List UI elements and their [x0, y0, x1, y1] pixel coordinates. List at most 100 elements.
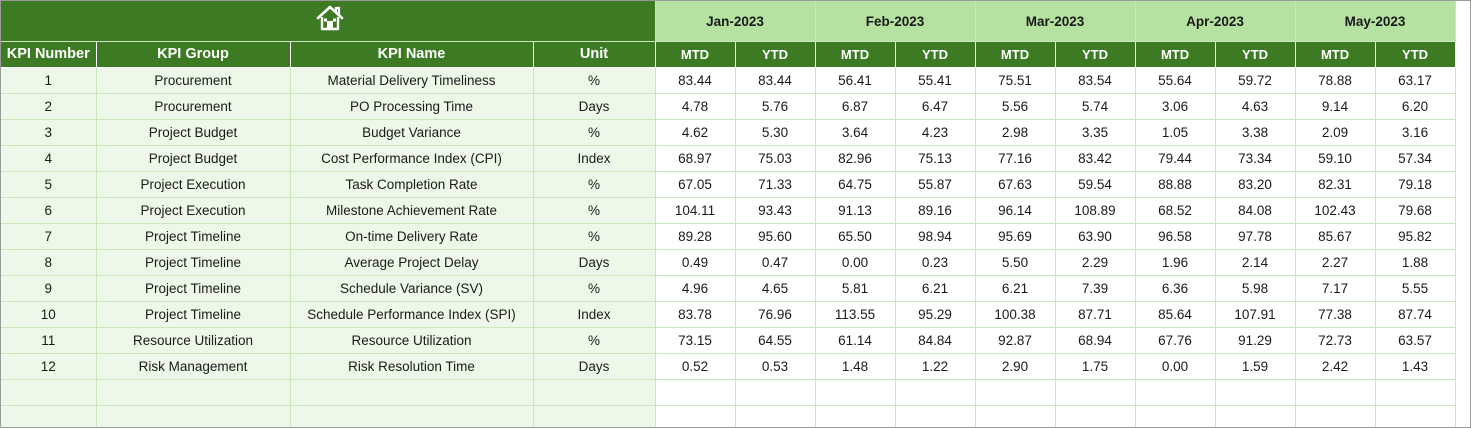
kpi-name-cell[interactable]: Resource Utilization [290, 327, 534, 354]
empty-cell[interactable] [1295, 379, 1376, 406]
unit-cell[interactable]: Days [533, 353, 656, 380]
unit-cell[interactable]: % [533, 119, 656, 146]
empty-cell[interactable] [1, 379, 97, 406]
ytd-value-cell[interactable]: 68.94 [1055, 327, 1136, 354]
ytd-value-cell[interactable]: 2.14 [1215, 249, 1296, 276]
ytd-value-cell[interactable]: 3.35 [1055, 119, 1136, 146]
mtd-value-cell[interactable]: 96.14 [975, 197, 1056, 224]
mtd-value-cell[interactable]: 68.52 [1135, 197, 1216, 224]
mtd-value-cell[interactable]: 1.96 [1135, 249, 1216, 276]
empty-cell[interactable] [655, 379, 736, 406]
ytd-value-cell[interactable]: 55.87 [895, 171, 976, 198]
kpi-group-cell[interactable]: Procurement [96, 93, 291, 120]
empty-cell[interactable] [533, 405, 656, 427]
kpi-group-cell[interactable]: Project Timeline [96, 223, 291, 250]
mtd-value-cell[interactable]: 0.00 [815, 249, 896, 276]
ytd-value-cell[interactable]: 95.29 [895, 301, 976, 328]
empty-cell[interactable] [655, 405, 736, 427]
ytd-value-cell[interactable]: 4.65 [735, 275, 816, 302]
mtd-value-cell[interactable]: 6.87 [815, 93, 896, 120]
mtd-value-cell[interactable]: 96.58 [1135, 223, 1216, 250]
unit-cell[interactable]: % [533, 327, 656, 354]
mtd-value-cell[interactable]: 1.05 [1135, 119, 1216, 146]
mtd-value-cell[interactable]: 91.13 [815, 197, 896, 224]
mtd-value-cell[interactable]: 73.15 [655, 327, 736, 354]
kpi-number-cell[interactable]: 10 [1, 301, 97, 328]
ytd-value-cell[interactable]: 76.96 [735, 301, 816, 328]
kpi-number-cell[interactable]: 8 [1, 249, 97, 276]
kpi-group-cell[interactable]: Resource Utilization [96, 327, 291, 354]
kpi-name-cell[interactable]: Cost Performance Index (CPI) [290, 145, 534, 172]
mtd-value-cell[interactable]: 89.28 [655, 223, 736, 250]
empty-cell[interactable] [895, 379, 976, 406]
ytd-value-cell[interactable]: 0.47 [735, 249, 816, 276]
mtd-value-cell[interactable]: 5.56 [975, 93, 1056, 120]
ytd-value-cell[interactable]: 83.20 [1215, 171, 1296, 198]
mtd-value-cell[interactable]: 78.88 [1295, 67, 1376, 94]
ytd-value-cell[interactable]: 89.16 [895, 197, 976, 224]
ytd-value-cell[interactable]: 1.88 [1375, 249, 1456, 276]
ytd-value-cell[interactable]: 91.29 [1215, 327, 1296, 354]
empty-cell[interactable] [1135, 405, 1216, 427]
empty-cell[interactable] [735, 405, 816, 427]
ytd-value-cell[interactable]: 6.47 [895, 93, 976, 120]
mtd-value-cell[interactable]: 1.48 [815, 353, 896, 380]
kpi-name-cell[interactable]: Schedule Variance (SV) [290, 275, 534, 302]
empty-cell[interactable] [1135, 379, 1216, 406]
mtd-value-cell[interactable]: 79.44 [1135, 145, 1216, 172]
ytd-value-cell[interactable]: 1.75 [1055, 353, 1136, 380]
empty-cell[interactable] [1215, 405, 1296, 427]
kpi-name-cell[interactable]: Milestone Achievement Rate [290, 197, 534, 224]
ytd-value-cell[interactable]: 5.30 [735, 119, 816, 146]
ytd-value-cell[interactable]: 4.23 [895, 119, 976, 146]
kpi-number-cell[interactable]: 7 [1, 223, 97, 250]
ytd-value-cell[interactable]: 5.55 [1375, 275, 1456, 302]
kpi-number-cell[interactable]: 6 [1, 197, 97, 224]
ytd-value-cell[interactable]: 87.74 [1375, 301, 1456, 328]
mtd-value-cell[interactable]: 77.38 [1295, 301, 1376, 328]
ytd-value-cell[interactable]: 63.57 [1375, 327, 1456, 354]
mtd-value-cell[interactable]: 85.64 [1135, 301, 1216, 328]
ytd-value-cell[interactable]: 64.55 [735, 327, 816, 354]
kpi-number-cell[interactable]: 11 [1, 327, 97, 354]
empty-cell[interactable] [815, 379, 896, 406]
kpi-name-cell[interactable]: Average Project Delay [290, 249, 534, 276]
mtd-value-cell[interactable]: 67.05 [655, 171, 736, 198]
mtd-value-cell[interactable]: 113.55 [815, 301, 896, 328]
mtd-value-cell[interactable]: 2.98 [975, 119, 1056, 146]
ytd-value-cell[interactable]: 2.29 [1055, 249, 1136, 276]
kpi-number-cell[interactable]: 9 [1, 275, 97, 302]
empty-cell[interactable] [895, 405, 976, 427]
kpi-group-cell[interactable]: Risk Management [96, 353, 291, 380]
ytd-value-cell[interactable]: 6.20 [1375, 93, 1456, 120]
kpi-group-cell[interactable]: Project Execution [96, 171, 291, 198]
empty-cell[interactable] [290, 405, 534, 427]
kpi-number-cell[interactable]: 5 [1, 171, 97, 198]
ytd-value-cell[interactable]: 1.22 [895, 353, 976, 380]
mtd-value-cell[interactable]: 83.44 [655, 67, 736, 94]
mtd-value-cell[interactable]: 0.49 [655, 249, 736, 276]
empty-cell[interactable] [975, 405, 1056, 427]
ytd-value-cell[interactable]: 57.34 [1375, 145, 1456, 172]
mtd-value-cell[interactable]: 6.36 [1135, 275, 1216, 302]
mtd-value-cell[interactable]: 2.90 [975, 353, 1056, 380]
unit-cell[interactable]: Index [533, 145, 656, 172]
mtd-value-cell[interactable]: 100.38 [975, 301, 1056, 328]
ytd-value-cell[interactable]: 95.82 [1375, 223, 1456, 250]
kpi-number-cell[interactable]: 4 [1, 145, 97, 172]
ytd-value-cell[interactable]: 4.63 [1215, 93, 1296, 120]
ytd-value-cell[interactable]: 63.17 [1375, 67, 1456, 94]
mtd-value-cell[interactable]: 2.09 [1295, 119, 1376, 146]
empty-cell[interactable] [290, 379, 534, 406]
ytd-value-cell[interactable]: 7.39 [1055, 275, 1136, 302]
kpi-number-cell[interactable]: 3 [1, 119, 97, 146]
empty-cell[interactable] [1055, 379, 1136, 406]
mtd-value-cell[interactable]: 5.50 [975, 249, 1056, 276]
ytd-value-cell[interactable]: 5.98 [1215, 275, 1296, 302]
empty-cell[interactable] [1375, 405, 1456, 427]
kpi-number-cell[interactable]: 12 [1, 353, 97, 380]
unit-cell[interactable]: Days [533, 249, 656, 276]
unit-cell[interactable]: % [533, 171, 656, 198]
mtd-value-cell[interactable]: 59.10 [1295, 145, 1376, 172]
ytd-value-cell[interactable]: 59.54 [1055, 171, 1136, 198]
